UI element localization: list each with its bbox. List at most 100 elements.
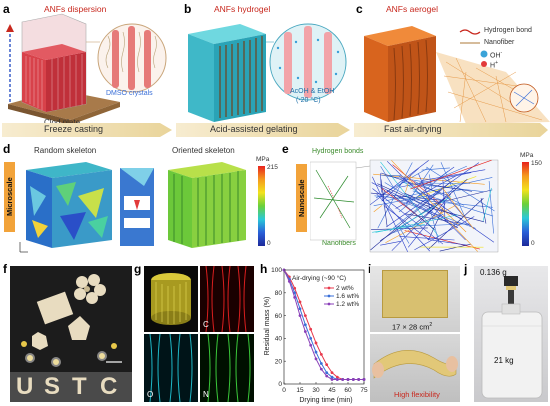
x-tick-label: 60	[344, 387, 352, 394]
nanofiber-network-render	[310, 159, 499, 253]
panel-d-colorbar	[258, 166, 265, 246]
x-tick-label: 45	[328, 387, 336, 394]
ustc-letters-strip	[10, 372, 132, 402]
caption-air-drying: Fast air-drying	[384, 124, 442, 134]
nanofiber-segment	[404, 192, 462, 220]
data-point	[309, 343, 313, 347]
caption-freeze-casting: Freeze casting	[44, 124, 104, 134]
caption-acid-gelating: Acid-assisted gelating	[210, 124, 298, 134]
nanofiber-segment	[380, 173, 382, 193]
panel-d-random-title: Random skeleton	[34, 146, 97, 155]
nanofiber-segment	[421, 167, 450, 171]
legend-label-1: 1.6 wt%	[336, 293, 359, 300]
panel-e-hbonds-label: Hydrogen bonds	[312, 148, 364, 155]
y-tick-label: 0	[278, 381, 282, 388]
freeze-casting-illustration	[6, 13, 167, 125]
data-point	[293, 295, 297, 299]
panel-e-cbar-max: 150	[531, 160, 542, 167]
legend-nanofiber: Nanofiber	[484, 39, 515, 46]
legend-label-0: 2 wt%	[336, 285, 354, 292]
eds-label-o: O	[147, 390, 154, 399]
data-point	[325, 363, 329, 367]
nanofiber-segment	[373, 205, 383, 213]
nanofiber-segment	[428, 174, 433, 189]
data-point	[314, 357, 318, 361]
nanofiber-segment	[405, 174, 412, 193]
nanofiber-segment	[426, 189, 493, 206]
nanofiber-segment	[386, 189, 435, 231]
data-point	[362, 378, 366, 381]
x-tick-label: 0	[282, 387, 286, 394]
nanofiber-segment	[414, 178, 468, 225]
chart-plot-area	[283, 269, 365, 385]
nanofiber-segment	[414, 216, 475, 251]
nanofiber-segment	[399, 227, 410, 244]
nanofiber-segment	[380, 179, 388, 227]
residual-mass-chart: 0 15 30 45 60 75 0 20 40 60 80 100 2 wt%1.6 wt%1.2 …	[264, 267, 368, 404]
panel-a-label: a	[3, 2, 10, 16]
letter-t: T	[72, 373, 87, 400]
data-point	[309, 337, 313, 340]
data-point	[298, 314, 302, 317]
data-point	[351, 378, 355, 381]
data-point	[357, 378, 361, 381]
nanofiber-segment	[440, 162, 466, 220]
nanofiber-segment	[380, 166, 395, 189]
nanofiber-segment	[428, 198, 484, 250]
data-point	[293, 286, 297, 290]
panel-a-plate-label: Clod plate	[44, 118, 81, 127]
panel-d-cbar-max: 215	[267, 164, 278, 171]
nanofiber-segment	[381, 172, 449, 196]
y-tick-label: 40	[275, 336, 283, 343]
nanofiber-segment	[401, 182, 484, 192]
data-point	[319, 367, 323, 371]
data-point	[319, 362, 323, 365]
nanofiber-segment	[441, 186, 474, 230]
panel-d-oriented-title: Oriented skeleton	[172, 146, 235, 155]
process-arrow-band	[2, 123, 548, 137]
hydrogel-illustration	[188, 23, 347, 122]
legend-hydrogen-bond: Hydrogen bond	[484, 27, 532, 34]
nanofiber-segment	[428, 203, 446, 241]
nanofiber-segment	[421, 169, 486, 181]
legend-h-text: H	[490, 62, 496, 70]
panel-f-label: f	[3, 262, 7, 276]
data-point	[314, 350, 318, 354]
x-tick-label: 30	[312, 387, 320, 394]
data-point	[325, 371, 329, 374]
data-point	[298, 307, 302, 311]
data-point	[303, 330, 307, 333]
legend-oh-text: OH	[490, 52, 501, 60]
nanofiber-segment	[386, 160, 466, 241]
panel-b-temp-label: (-20 °C)	[296, 97, 321, 104]
nanofiber-segment	[371, 227, 428, 230]
load-bearing-photo	[474, 266, 548, 402]
panel-a-title: ANFs dispersion	[44, 4, 107, 14]
letter-c: C	[100, 373, 118, 400]
nanofiber-segment	[404, 230, 480, 250]
nanofiber-segment	[375, 214, 458, 233]
nanofiber-segment	[427, 239, 467, 246]
y-tick-label: 60	[275, 313, 283, 320]
nanofiber-segment	[418, 173, 431, 201]
eds-map-nitrogen	[200, 334, 254, 402]
legend-label-2: 1.2 wt%	[336, 301, 359, 308]
aerogel-illustration	[364, 26, 550, 124]
nanofiber-segment	[405, 213, 472, 226]
legend-marker-0	[327, 286, 331, 290]
data-point	[330, 375, 334, 379]
nanofiber-segment	[377, 162, 413, 229]
sheet-size-text: 17 × 28 cm	[392, 322, 430, 332]
nanofiber-segment	[488, 181, 494, 234]
panel-e-colorbar	[522, 162, 529, 246]
nanofiber-segment	[439, 243, 471, 252]
nanofiber-segment	[400, 196, 452, 227]
aerogel-sheet	[382, 270, 448, 318]
flexible-sheet-photo	[370, 334, 460, 402]
chart-y-axis-label: Residual mass (%)	[264, 297, 271, 356]
panel-d-label: d	[3, 142, 11, 156]
sheet-size-sup: 2	[429, 322, 433, 328]
data-point	[330, 371, 334, 374]
data-point	[309, 327, 313, 331]
nanofiber-segment	[385, 205, 455, 243]
